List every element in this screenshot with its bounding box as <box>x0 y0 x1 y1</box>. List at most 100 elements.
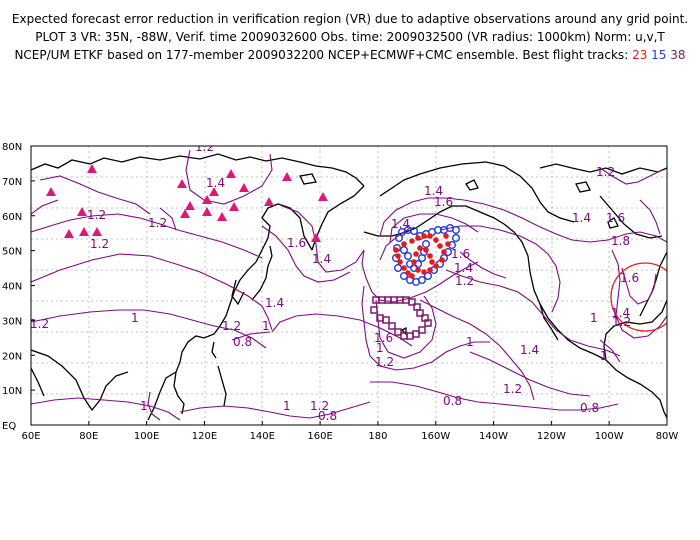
lon-tick-label: 60E <box>21 431 40 442</box>
contour-line <box>31 309 267 349</box>
obs-triangle <box>77 207 87 216</box>
plot-header: Expected forecast error reduction in ver… <box>0 10 700 64</box>
contour-line <box>599 167 663 185</box>
lon-tick-label: 160W <box>421 431 450 442</box>
track-marker-purple <box>406 332 414 340</box>
contour-line <box>445 269 621 357</box>
track-marker-red <box>415 267 421 273</box>
obs-triangle <box>64 229 74 238</box>
contour-line <box>439 225 561 313</box>
contour-label: 1 <box>283 399 291 413</box>
coast-gulf-mexico <box>603 299 667 361</box>
contour-label: 1.2 <box>455 274 474 288</box>
contour-label: 1.2 <box>503 382 522 396</box>
contour-label: 1.4 <box>391 217 410 231</box>
lat-tick-label: 30N <box>2 316 22 327</box>
track-marker-red <box>439 257 445 263</box>
track-marker-red <box>397 259 403 265</box>
contour-label: 1.4 <box>454 261 473 275</box>
contour-line <box>611 249 667 339</box>
lon-tick-label: 120E <box>192 431 217 442</box>
lat-tick-label: 40N <box>2 282 22 293</box>
lon-tick-label: 100E <box>134 431 159 442</box>
track-count-purple: 38 <box>670 48 686 62</box>
track-marker-red <box>421 233 427 239</box>
contour-line <box>147 391 161 421</box>
contour-label: 1.2 <box>90 237 109 251</box>
obs-triangle <box>46 187 56 196</box>
lon-tick-label: 140E <box>250 431 275 442</box>
contour-line <box>419 299 535 401</box>
track-marker-blue <box>422 239 431 248</box>
header-line-2: PLOT 3 VR: 35N, -88W, Verif. time 200903… <box>35 30 665 44</box>
track-marker-blue <box>395 233 404 242</box>
contour-label: 1.2 <box>310 399 329 413</box>
coast-eurasia-arctic <box>31 153 365 187</box>
contour-label: 0.8 <box>580 401 599 415</box>
obs-triangle <box>87 164 97 173</box>
axis-ticks <box>30 145 668 426</box>
coast-arabia <box>31 367 45 397</box>
contour-label: 1.2 <box>195 140 214 154</box>
obs-triangle <box>180 209 190 218</box>
contour-line <box>31 199 59 215</box>
coast-islands-4 <box>299 173 317 185</box>
contour-label: 1.6 <box>451 247 470 261</box>
obs-triangle <box>177 179 187 188</box>
contour-label: 1.6 <box>606 211 625 225</box>
track-marker-purple <box>408 298 416 306</box>
coastlines <box>31 153 667 421</box>
coast-east-asia <box>173 261 257 415</box>
track-marker-blue <box>400 245 409 254</box>
contour-line <box>31 213 263 259</box>
contour-label: 1.4 <box>265 296 284 310</box>
coast-east-us <box>639 251 667 317</box>
track-marker-red <box>401 265 407 271</box>
coast-japan <box>251 245 273 301</box>
flight-track-blue <box>392 223 461 287</box>
contour-line <box>261 225 351 283</box>
contour-label: 1 <box>590 311 598 325</box>
contour-label: 1 <box>600 349 608 363</box>
obs-triangle <box>202 195 212 204</box>
coast-taiwan <box>211 341 217 359</box>
lon-tick-label: 180 <box>368 431 387 442</box>
obs-triangle <box>229 202 239 211</box>
track-marker-blue <box>418 253 427 262</box>
track-marker-red <box>409 238 415 244</box>
contour-line <box>621 267 657 305</box>
contour-label: 1 <box>376 341 384 355</box>
track-marker-red <box>427 233 433 239</box>
obs-triangle <box>264 197 274 206</box>
coast-baja <box>539 303 559 341</box>
flight-track-purple <box>370 296 432 340</box>
track-marker-red <box>393 247 399 253</box>
contour-line <box>379 227 411 261</box>
obs-triangle <box>239 183 249 192</box>
track-marker-red <box>441 249 447 255</box>
track-marker-red <box>433 263 439 269</box>
coast-alaska <box>379 161 575 223</box>
contour-label: 1.6 <box>287 236 306 250</box>
contour-line <box>469 351 591 397</box>
obs-triangle <box>217 212 227 221</box>
contour-label: 1.6 <box>620 271 639 285</box>
coast-philippines <box>217 365 227 407</box>
obs-triangle <box>79 227 89 236</box>
lon-tick-label: 120W <box>537 431 566 442</box>
lat-tick-label: EQ <box>2 421 16 432</box>
contour-label: 1 <box>131 311 139 325</box>
header-line-1: Expected forecast error reduction in ver… <box>11 12 689 26</box>
obs-triangle <box>185 201 195 210</box>
track-marker-red <box>427 253 433 259</box>
contours <box>31 149 667 421</box>
contour-label: 1.6 <box>434 195 453 209</box>
track-marker-red <box>423 247 429 253</box>
obs-triangle <box>226 169 236 178</box>
contour-label: 1.4 <box>312 252 331 266</box>
track-marker-purple <box>424 319 432 327</box>
track-marker-red <box>421 269 427 275</box>
obs-triangle <box>209 187 219 196</box>
contour-line <box>31 253 273 331</box>
track-marker-red <box>415 235 421 241</box>
